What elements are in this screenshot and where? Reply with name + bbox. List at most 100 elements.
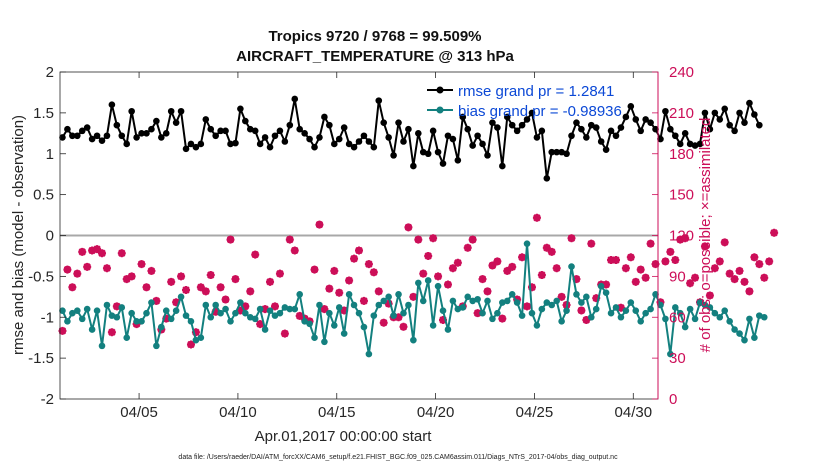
obs-count-point — [686, 279, 695, 288]
rmse-point — [360, 132, 368, 140]
assimilated-obs-marker — [206, 271, 215, 280]
rmse-point — [568, 132, 575, 140]
obs-count-point — [369, 268, 378, 277]
bias-point — [64, 318, 71, 325]
assimilated-obs-marker — [152, 296, 161, 305]
rmse-point — [301, 130, 308, 137]
rmse-point — [335, 135, 343, 143]
bias-point — [118, 304, 126, 311]
assimilated-obs-marker — [384, 299, 393, 308]
obs-count-point — [740, 277, 749, 286]
assimilated-obs-marker — [290, 246, 299, 255]
assimilated-obs-marker — [137, 260, 146, 269]
rmse-point — [508, 121, 516, 129]
rmse-point — [454, 156, 462, 164]
obs-count-point — [266, 277, 275, 286]
assimilated-obs-marker — [315, 220, 324, 229]
rmse-point — [518, 121, 526, 129]
assimilated-obs-marker — [434, 272, 443, 281]
assimilated-obs-marker — [98, 249, 107, 258]
rmse-point — [143, 130, 150, 137]
rmse-point — [602, 146, 610, 153]
y-right-tick-label: 60 — [669, 309, 686, 326]
bias-point — [518, 312, 526, 319]
bias-point — [415, 279, 422, 287]
bias-point — [192, 336, 200, 344]
bias-point — [202, 301, 210, 309]
rmse-point — [113, 121, 121, 129]
assimilated-obs-marker — [631, 277, 640, 286]
rmse-point — [583, 134, 590, 141]
chart-title-line2: AIRCRAFT_TEMPERATURE @ 313 hPa — [236, 48, 514, 65]
assimilated-obs-marker — [83, 262, 92, 271]
rmse-point — [597, 138, 605, 145]
obs-count-point — [542, 243, 551, 252]
obs-count-point — [182, 286, 191, 294]
assimilated-obs-marker — [439, 315, 448, 324]
y-right-tick-label: 240 — [669, 64, 694, 81]
bias-point — [261, 326, 269, 333]
rmse-point — [746, 99, 753, 107]
bias-point — [138, 318, 145, 325]
assimilated-obs-marker — [112, 302, 121, 311]
obs-count-point — [532, 213, 541, 222]
obs-count-point — [611, 256, 620, 265]
bias-point — [251, 315, 259, 323]
bias-point — [242, 309, 249, 317]
y-left-tick-label: 1 — [46, 146, 54, 163]
rmse-point — [365, 138, 373, 145]
bias-point — [78, 315, 86, 323]
bias-point — [573, 291, 580, 298]
obs-count-point — [725, 269, 734, 278]
bias-point — [177, 293, 185, 301]
assimilated-obs-marker — [503, 266, 512, 275]
obs-count-point — [147, 266, 156, 275]
assimilated-obs-marker — [725, 269, 734, 278]
bias-point — [212, 301, 219, 309]
y-right-tick-label: 0 — [669, 391, 677, 408]
assimilated-obs-marker — [557, 292, 566, 301]
rmse-point — [217, 127, 224, 135]
obs-count-point — [745, 287, 754, 296]
obs-count-point — [641, 273, 650, 282]
x-tick-label: 04/10 — [219, 404, 257, 421]
bias-point — [652, 291, 659, 298]
bias-point — [568, 263, 575, 270]
assimilated-obs-marker — [626, 253, 635, 262]
obs-count-point — [226, 235, 235, 244]
bias-point — [583, 293, 590, 301]
obs-count-point — [636, 265, 645, 274]
bias-point — [691, 315, 699, 323]
rmse-point — [93, 132, 101, 140]
obs-count-point — [443, 280, 452, 289]
bias-point — [355, 309, 363, 317]
obs-count-point — [681, 234, 690, 243]
rmse-point — [108, 101, 116, 108]
rmse-point — [513, 127, 521, 135]
assimilated-obs-marker — [63, 265, 72, 274]
obs-count-point — [666, 247, 675, 256]
bias-point — [148, 299, 155, 306]
assimilated-obs-marker — [186, 340, 195, 349]
assimilated-obs-marker — [335, 288, 344, 297]
obs-count-point — [503, 266, 512, 275]
bias-point — [627, 299, 635, 306]
y-left-tick-label: 2 — [46, 64, 54, 81]
obs-count-point — [537, 271, 546, 280]
assimilated-obs-marker — [443, 280, 452, 289]
rmse-point — [553, 148, 560, 156]
bias-point — [390, 312, 397, 319]
bias-point — [172, 307, 180, 315]
obs-count-point — [434, 272, 443, 281]
assimilated-obs-marker — [636, 265, 645, 274]
bias-point — [513, 299, 521, 306]
obs-count-point — [206, 271, 215, 280]
bias-point — [123, 334, 131, 341]
bias-point — [350, 301, 358, 309]
rmse-point — [73, 132, 81, 140]
rmse-point — [415, 130, 422, 137]
obs-count-point — [453, 258, 462, 267]
bias-point — [637, 318, 645, 325]
assimilated-obs-marker — [364, 260, 373, 269]
